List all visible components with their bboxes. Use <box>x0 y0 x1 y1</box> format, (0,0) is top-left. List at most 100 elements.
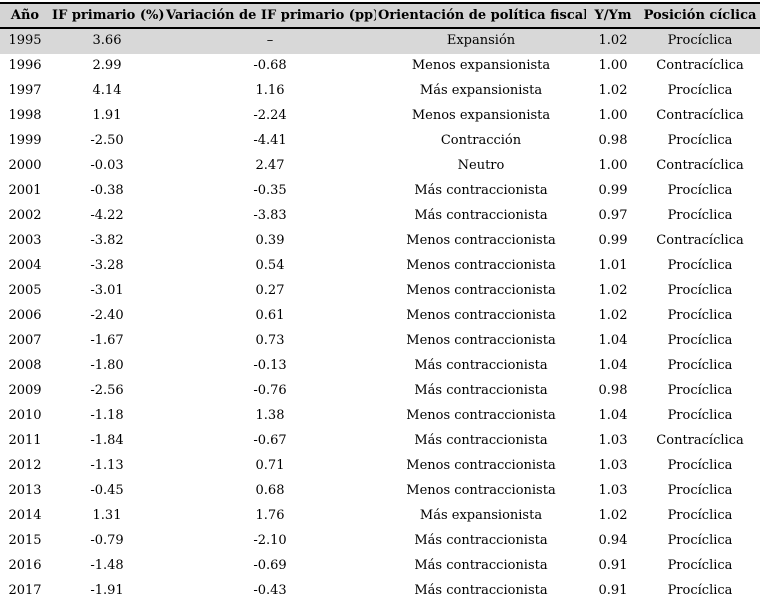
table-cell-fiscal-policy-orientation: Menos contraccionista <box>406 283 556 298</box>
table-cell-variation-fiscal-impulse: 2.47 <box>255 158 285 173</box>
table-row: 2005 -3.01 0.27 Menos contraccionista 1.02 Pr… <box>0 279 760 304</box>
table-cell-y-over-ym: 1.00 <box>598 108 628 123</box>
table-row: 2002 -4.22 -3.83 Más contraccionista 0.97 Pro… <box>0 204 760 229</box>
table-row: 1995 3.66– Expansión 1.02 Procíclica <box>0 27 760 54</box>
table-cell-primary-fiscal-impulse: -0.03 <box>90 158 124 173</box>
column-header-variation-fiscal-impulse: Variación de IF primario (pp) <box>164 2 376 29</box>
table-cell-y-over-ym: 1.02 <box>586 27 640 54</box>
table-cell-y-over-ym: 0.99 <box>598 233 628 248</box>
table-cell-year: 2013 <box>8 483 42 498</box>
table-cell-y-over-ym: 1.03 <box>598 458 628 473</box>
table-cell-variation-fiscal-impulse: 0.27 <box>255 283 285 298</box>
table-cell-year: 2012 <box>8 458 42 473</box>
table-cell-cyclical-position: Procíclica <box>667 133 733 148</box>
table-cell-fiscal-policy-orientation: Menos expansionista <box>411 108 551 123</box>
table-cell-variation-fiscal-impulse: 0.61 <box>255 308 285 323</box>
table-cell-year: 2015 <box>8 533 42 548</box>
table-row: 2000 -0.03 2.47 Neutro 1.00 Contracíclica <box>0 154 760 179</box>
table-cell-fiscal-policy-orientation: Neutro <box>457 158 505 173</box>
table-cell-fiscal-policy-orientation: Menos contraccionista <box>406 233 556 248</box>
table-cell-fiscal-policy-orientation: Más contraccionista <box>414 433 548 448</box>
table-cell-fiscal-policy-orientation: Más contraccionista <box>414 383 548 398</box>
table-cell-primary-fiscal-impulse: -0.79 <box>90 533 124 548</box>
table-cell-cyclical-position: Contracíclica <box>656 158 744 173</box>
table-cell-primary-fiscal-impulse: -0.38 <box>90 183 124 198</box>
table-cell-cyclical-position: Contracíclica <box>656 433 744 448</box>
table-row: 1996 2.99 -0.68 Menos expansionista 1.00 Cont… <box>0 54 760 79</box>
table-cell-y-over-ym: 1.04 <box>598 358 628 373</box>
table-cell-cyclical-position: Procíclica <box>667 333 733 348</box>
table-row: 2008 -1.80 -0.13 Más contraccionista 1.04 Pro… <box>0 354 760 379</box>
table-cell-year: 2011 <box>8 433 42 448</box>
table-cell-primary-fiscal-impulse: 1.31 <box>92 508 122 523</box>
table-cell-cyclical-position: Contracíclica <box>656 108 744 123</box>
table-cell-cyclical-position: Procíclica <box>667 283 733 298</box>
table-cell-year: 2006 <box>8 308 42 323</box>
table-cell-variation-fiscal-impulse: 0.71 <box>255 458 285 473</box>
table-cell-fiscal-policy-orientation: Más contraccionista <box>414 583 548 598</box>
column-header-cyclical-position: Posición cíclica <box>640 2 760 29</box>
table-cell-primary-fiscal-impulse: -2.56 <box>90 383 124 398</box>
table-cell-y-over-ym: 0.98 <box>598 383 628 398</box>
table-cell-primary-fiscal-impulse: -1.84 <box>90 433 124 448</box>
table-cell-y-over-ym: 0.94 <box>598 533 628 548</box>
table-cell-variation-fiscal-impulse: 0.73 <box>255 333 285 348</box>
table-cell-fiscal-policy-orientation: Menos expansionista <box>411 58 551 73</box>
table-cell-fiscal-policy-orientation: Menos contraccionista <box>406 483 556 498</box>
table-cell-fiscal-policy-orientation: Más contraccionista <box>414 183 548 198</box>
table-cell-year: 2017 <box>8 583 42 598</box>
table-cell-variation-fiscal-impulse: 1.38 <box>255 408 285 423</box>
table-cell-cyclical-position: Procíclica <box>667 83 733 98</box>
table-cell-y-over-ym: 1.01 <box>598 258 628 273</box>
table-row: 1999 -2.50 -4.41 Contracción 0.98 Procíclica <box>0 129 760 154</box>
table-cell-year: 2016 <box>8 558 42 573</box>
table-cell-y-over-ym: 1.00 <box>598 158 628 173</box>
table-cell-variation-fiscal-impulse: -4.41 <box>253 133 287 148</box>
table-cell-y-over-ym: 0.98 <box>598 133 628 148</box>
table-cell-fiscal-policy-orientation: Menos contraccionista <box>406 258 556 273</box>
table-cell-primary-fiscal-impulse: 2.99 <box>92 58 122 73</box>
table-row: 2006 -2.40 0.61 Menos contraccionista 1.02 Pr… <box>0 304 760 329</box>
table-cell-cyclical-position: Procíclica <box>667 533 733 548</box>
table-cell-year: 1995 <box>0 27 50 54</box>
table-cell-cyclical-position: Procíclica <box>667 458 733 473</box>
table-cell-fiscal-policy-orientation: Más expansionista <box>419 83 543 98</box>
table-row: 2003 -3.82 0.39 Menos contraccionista 0.99 Co… <box>0 229 760 254</box>
table-cell-primary-fiscal-impulse: 3.66 <box>50 27 164 54</box>
table-cell-y-over-ym: 1.02 <box>598 83 628 98</box>
table-cell-primary-fiscal-impulse: -1.91 <box>90 583 124 598</box>
table-cell-fiscal-policy-orientation: Menos contraccionista <box>406 458 556 473</box>
table-row: 2012 -1.13 0.71 Menos contraccionista 1.03 Pr… <box>0 454 760 479</box>
table-cell-primary-fiscal-impulse: -2.40 <box>90 308 124 323</box>
table-cell-variation-fiscal-impulse: -0.68 <box>253 58 287 73</box>
table-cell-primary-fiscal-impulse: -4.22 <box>90 208 124 223</box>
table-cell-fiscal-policy-orientation: Menos contraccionista <box>406 308 556 323</box>
table-cell-year: 2000 <box>8 158 42 173</box>
table-cell-variation-fiscal-impulse: -0.35 <box>253 183 287 198</box>
table-row: 2017 -1.91 -0.43 Más contraccionista 0.91 Pro… <box>0 579 760 604</box>
table-cell-y-over-ym: 1.04 <box>598 333 628 348</box>
table-cell-cyclical-position: Contracíclica <box>656 233 744 248</box>
table-cell-cyclical-position: Procíclica <box>667 583 733 598</box>
table-cell-variation-fiscal-impulse: -0.13 <box>253 358 287 373</box>
table-cell-fiscal-policy-orientation: Menos contraccionista <box>406 408 556 423</box>
table-row: 2014 1.31 1.76 Más expansionista 1.02 Procícl… <box>0 504 760 529</box>
table-cell-primary-fiscal-impulse: -1.67 <box>90 333 124 348</box>
table-row: 2007 -1.67 0.73 Menos contraccionista 1.04 Pr… <box>0 329 760 354</box>
table-cell-y-over-ym: 1.03 <box>598 433 628 448</box>
column-header-year: Año <box>0 2 50 29</box>
table-cell-y-over-ym: 1.02 <box>598 283 628 298</box>
table-cell-fiscal-policy-orientation: Expansión <box>376 27 586 54</box>
table-cell-y-over-ym: 0.91 <box>598 558 628 573</box>
table-cell-variation-fiscal-impulse: 1.76 <box>255 508 285 523</box>
table-cell-y-over-ym: 1.00 <box>598 58 628 73</box>
table-cell-variation-fiscal-impulse: 1.16 <box>255 83 285 98</box>
table-cell-primary-fiscal-impulse: -3.01 <box>90 283 124 298</box>
table-cell-variation-fiscal-impulse: -0.43 <box>253 583 287 598</box>
column-header-y-over-ym: Y/Ym <box>586 2 640 29</box>
table-cell-fiscal-policy-orientation: Menos contraccionista <box>406 333 556 348</box>
table-row: 2001 -0.38 -0.35 Más contraccionista 0.99 Pro… <box>0 179 760 204</box>
table-row: 2010 -1.18 1.38 Menos contraccionista 1.04 Pr… <box>0 404 760 429</box>
table-cell-cyclical-position: Procíclica <box>667 208 733 223</box>
